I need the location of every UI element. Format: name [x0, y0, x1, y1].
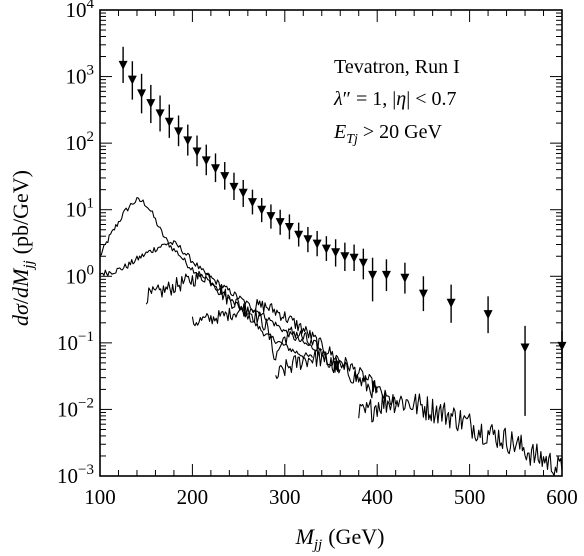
series-3-curve	[145, 270, 341, 374]
data-point-marker	[192, 147, 202, 157]
data-point-marker	[400, 273, 410, 283]
x-tick-label: 300	[269, 485, 301, 509]
data-point-marker	[247, 198, 257, 208]
curves-layer	[99, 197, 563, 477]
data-point-marker	[418, 289, 428, 299]
data-point-marker	[321, 244, 331, 254]
data-point-marker	[340, 252, 350, 262]
data-point-marker	[368, 270, 378, 280]
y-tick-label: 10−1	[57, 329, 94, 355]
y-tick-label: 103	[66, 63, 95, 89]
data-point-marker	[164, 117, 174, 127]
y-tick-label: 10−3	[57, 462, 94, 488]
data-point-marker	[201, 156, 211, 166]
data-point-marker	[275, 218, 285, 228]
x-tick-label: 500	[454, 485, 486, 509]
x-axis-label: Mjj (GeV)	[295, 524, 385, 553]
data-point-marker	[312, 239, 322, 249]
series-2-curve	[99, 240, 323, 352]
data-point-marker	[331, 248, 341, 258]
data-point-marker	[155, 109, 165, 119]
data-point-marker	[146, 99, 156, 109]
x-tick-label: 100	[84, 485, 116, 509]
x-tick-label: 200	[177, 485, 209, 509]
axis-ticks-layer: 100 200 300 400 500 600 104 103 102 101 100 10−1 10−…	[57, 0, 578, 509]
data-point-marker	[284, 222, 294, 232]
data-point-marker	[294, 230, 304, 240]
y-tick-label: 104	[66, 0, 95, 22]
data-points-layer	[118, 46, 567, 416]
data-point-marker	[183, 136, 193, 146]
y-tick-label: 10−2	[57, 395, 94, 421]
x-tick-label: 600	[546, 485, 578, 509]
annotation-line-3: ETj > 20 GeV	[333, 121, 443, 147]
data-point-marker	[127, 75, 137, 85]
data-point-marker	[229, 182, 239, 192]
data-point-marker	[266, 212, 276, 222]
y-axis-label: dσ/dMjj(pb/GeV)	[8, 170, 37, 326]
data-point-marker	[483, 310, 493, 320]
x-tick-label: 400	[361, 485, 393, 509]
y-tick-label: 102	[66, 129, 95, 155]
data-point-marker	[257, 205, 267, 215]
y-tick-label: 100	[66, 262, 95, 288]
data-point-marker	[238, 188, 248, 198]
data-point-marker	[381, 270, 391, 280]
series-5-curve	[275, 349, 378, 399]
series-6-curve	[358, 392, 563, 477]
series-4-curve	[191, 298, 397, 405]
data-point-marker	[118, 60, 128, 70]
plot-frame	[99, 9, 563, 477]
data-point-marker	[220, 172, 230, 182]
data-point-marker	[211, 164, 220, 174]
data-point-marker	[349, 253, 359, 263]
y-tick-label: 101	[66, 196, 95, 222]
data-point-marker	[137, 89, 147, 99]
annotation-line-2: λ″ = 1, |η| < 0.7	[333, 88, 457, 110]
annotation-line-1: Tevatron, Run I	[334, 56, 460, 78]
data-point-marker	[174, 127, 184, 137]
data-point-marker	[303, 235, 313, 245]
data-point-marker	[358, 258, 368, 268]
data-point-marker	[446, 298, 456, 308]
series-1-curve	[99, 197, 313, 359]
data-point-marker	[520, 343, 530, 353]
